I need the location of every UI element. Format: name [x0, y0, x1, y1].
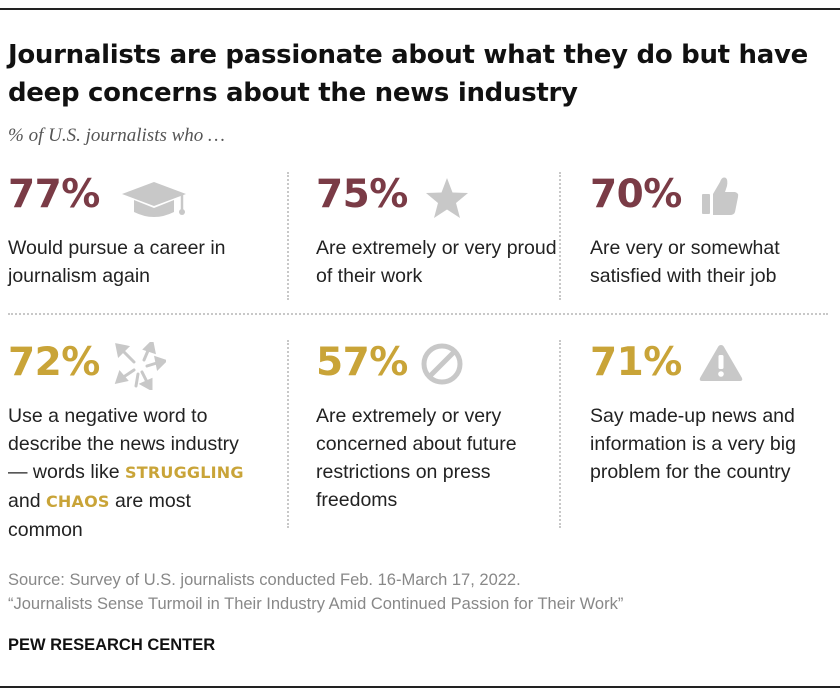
source-line: Source: Survey of U.S. journalists condu… [8, 571, 521, 589]
prohibited-icon [421, 343, 463, 385]
thumbs-up-icon [702, 177, 739, 215]
chart-subtitle: % of U.S. journalists who … [8, 125, 225, 146]
report-line: “Journalists Sense Turmoil in Their Indu… [8, 595, 624, 613]
stat-description: Are extremely or very proud of their wor… [316, 237, 557, 287]
column-divider [287, 340, 289, 528]
desc-text: are most common [8, 490, 191, 541]
stat-value: 57% [316, 340, 408, 385]
keyword-chaos: CHAOS [45, 492, 110, 511]
column-divider [559, 172, 561, 300]
row-divider [8, 313, 828, 315]
bottom-rule [0, 686, 840, 688]
graduation-cap-icon [122, 182, 186, 217]
desc-text: Use a negative word to describe the news… [8, 405, 239, 483]
stat-value: 71% [590, 340, 682, 385]
column-divider [287, 172, 289, 300]
stat-description: Would pursue a career in journalism agai… [8, 237, 226, 287]
desc-text: and [8, 490, 41, 512]
scattered-arrows-icon [114, 342, 166, 390]
star-icon [426, 178, 468, 218]
keyword-struggling: STRUGGLING [125, 463, 244, 482]
stat-description: Say made-up news and information is a ve… [590, 405, 796, 483]
stat-value: 72% [8, 340, 100, 385]
stat-description: Are very or somewhat satisfied with thei… [590, 237, 780, 287]
top-rule [0, 8, 840, 10]
source-note: Source: Survey of U.S. journalists condu… [8, 568, 623, 616]
stat-description: Are extremely or very concerned about fu… [316, 405, 517, 511]
stat-value: 75% [316, 172, 408, 217]
warning-icon [699, 345, 743, 381]
column-divider [559, 340, 561, 528]
stat-description: Use a negative word to describe the news… [8, 402, 258, 544]
stat-value: 70% [590, 172, 682, 217]
stat-value: 77% [8, 172, 100, 217]
pew-logo: PEW RESEARCH CENTER [8, 636, 216, 654]
chart-title: Journalists are passionate about what th… [8, 40, 808, 108]
